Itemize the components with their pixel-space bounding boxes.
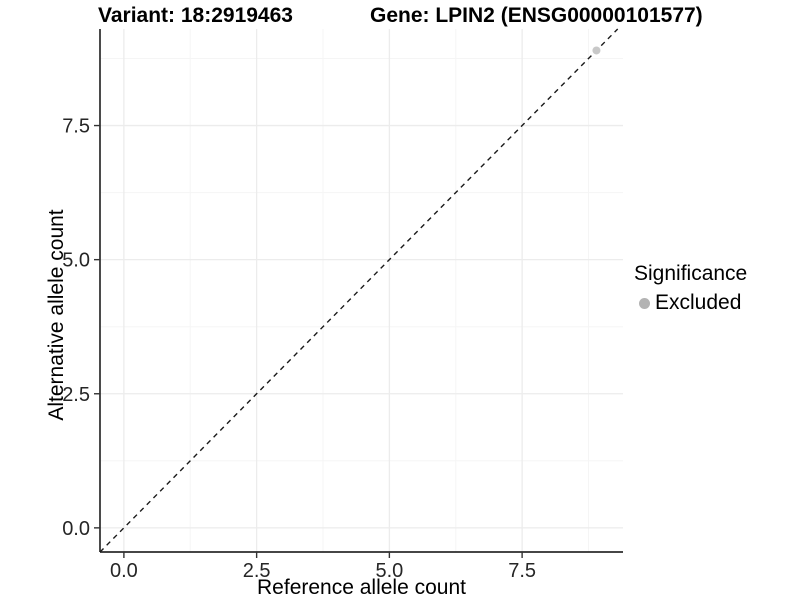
legend: Significance Excluded	[634, 262, 747, 315]
x-tick-label: 5.0	[375, 560, 403, 582]
y-tick-label: 7.5	[62, 116, 90, 138]
x-tick-label: 0.0	[110, 560, 138, 582]
data-point	[592, 46, 601, 55]
legend-item-label: Excluded	[655, 291, 742, 314]
variant-title: Variant: 18:2919463	[98, 4, 293, 27]
y-axis-title: Alternative allele count	[45, 209, 68, 421]
x-tick-label: 2.5	[243, 560, 271, 582]
y-tick-label: 2.5	[62, 384, 90, 406]
legend-title: Significance	[634, 262, 748, 285]
legend-point-icon	[639, 297, 650, 309]
gene-title: Gene: LPIN2 (ENSG00000101577)	[370, 4, 703, 27]
legend-item: Excluded	[634, 291, 747, 315]
y-tick-label: 5.0	[62, 250, 90, 272]
x-axis-title: Reference allele count	[257, 576, 466, 599]
identity-dashed-line	[99, 28, 619, 553]
y-tick-label: 0.0	[62, 518, 90, 540]
x-tick-label: 7.5	[508, 560, 536, 582]
